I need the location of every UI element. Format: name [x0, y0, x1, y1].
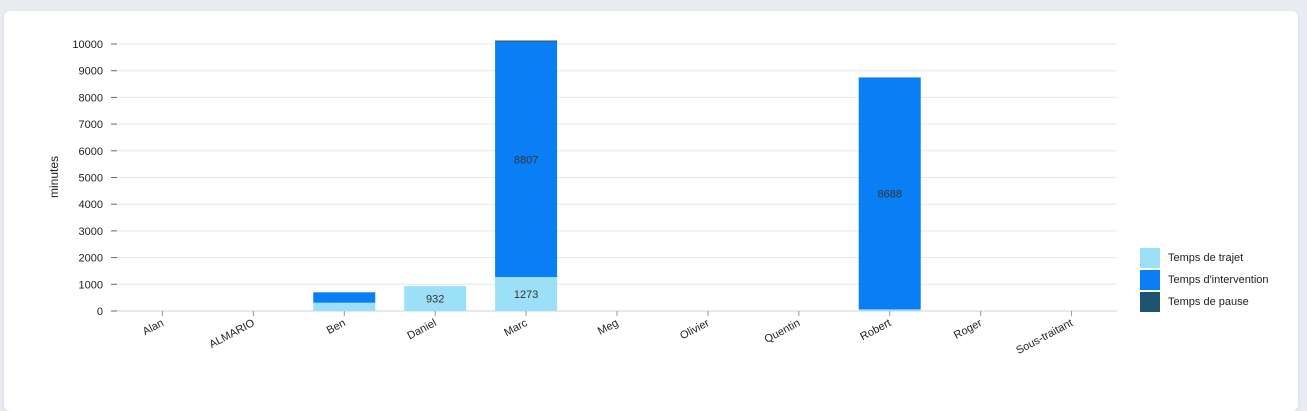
bar-segment — [858, 309, 921, 311]
y-tick-label: 1000 — [79, 279, 103, 291]
x-tick-label: Quentin — [763, 317, 803, 346]
bar-data-label: 1273 — [514, 289, 538, 301]
x-tick-label: Alan — [141, 317, 166, 338]
legend-item-trajet[interactable]: Temps de trajet — [1140, 247, 1269, 269]
x-tick-label: ALMARIO — [207, 317, 257, 351]
bar-segment — [858, 77, 921, 310]
bar-segment — [495, 277, 558, 311]
bar-segment — [313, 292, 376, 303]
bar-segment — [495, 40, 558, 42]
y-tick-label: 8000 — [79, 92, 103, 104]
y-tick-label: 0 — [97, 306, 103, 318]
bar-data-label: 8807 — [514, 154, 538, 166]
x-tick-label: Daniel — [405, 317, 438, 342]
legend-swatch-trajet — [1140, 248, 1160, 268]
bar-segment — [495, 41, 558, 278]
bar-segment — [313, 302, 376, 311]
y-tick-label: 3000 — [79, 226, 103, 238]
x-tick-label: Robert — [858, 317, 893, 343]
legend-swatch-pause — [1140, 292, 1160, 312]
x-tick-label: Sous-traitant — [1014, 317, 1075, 357]
legend-label-pause: Temps de pause — [1168, 296, 1249, 308]
y-tick-label: 2000 — [79, 253, 103, 265]
x-tick-label: Roger — [952, 317, 984, 342]
y-tick-label: 7000 — [79, 119, 103, 131]
y-tick-label: 5000 — [79, 173, 103, 185]
legend-swatch-intervention — [1140, 270, 1160, 290]
legend-label-intervention: Temps d'intervention — [1168, 274, 1269, 286]
chart-card — [4, 11, 1298, 411]
y-tick-label: 10000 — [72, 39, 103, 51]
y-tick-label: 4000 — [79, 199, 103, 211]
bar-data-label: 8688 — [877, 188, 901, 200]
y-tick-label: 6000 — [79, 146, 103, 158]
legend-item-pause[interactable]: Temps de pause — [1140, 291, 1269, 313]
legend: Temps de trajet Temps d'intervention Tem… — [1140, 247, 1269, 313]
bar-segment — [404, 286, 467, 311]
bar-data-label: 932 — [426, 294, 444, 306]
x-tick-label: Olivier — [678, 317, 711, 342]
x-tick-label: Meg — [596, 317, 621, 338]
legend-item-intervention[interactable]: Temps d'intervention — [1140, 269, 1269, 291]
y-axis-title: minutes — [47, 156, 61, 198]
x-tick-label: Marc — [502, 317, 530, 339]
legend-label-trajet: Temps de trajet — [1168, 252, 1244, 264]
x-tick-label: Ben — [325, 317, 348, 337]
y-tick-label: 9000 — [79, 66, 103, 78]
